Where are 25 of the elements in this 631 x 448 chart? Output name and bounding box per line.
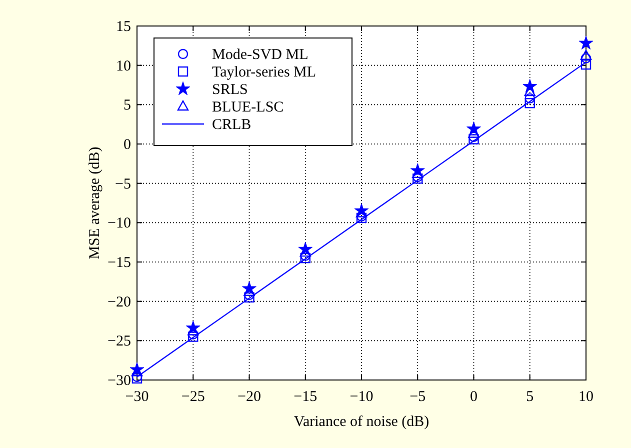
x-tick-label: −5 [410, 389, 426, 405]
legend-label: SRLS [212, 82, 248, 98]
y-tick-label: 15 [116, 19, 131, 35]
x-tick-label: −15 [294, 389, 318, 405]
x-tick-label: −20 [238, 389, 261, 405]
x-tick-label: −10 [350, 389, 374, 405]
y-tick-label: −20 [108, 294, 131, 310]
x-tick-label: 10 [578, 389, 594, 405]
legend-label: BLUE-LSC [212, 100, 284, 116]
x-tick-label: 0 [470, 389, 478, 405]
legend-label: Mode-SVD ML [212, 47, 308, 63]
y-tick-label: −30 [108, 373, 131, 389]
legend-label: Taylor-series ML [212, 64, 316, 80]
y-tick-label: −10 [108, 216, 131, 232]
y-tick-label: 10 [116, 58, 131, 74]
y-tick-label: 5 [124, 98, 131, 114]
legend-label: CRLB [212, 117, 252, 133]
y-tick-label: −25 [108, 334, 131, 350]
x-tick-label: −25 [181, 389, 205, 405]
y-tick-label: 0 [124, 137, 131, 153]
y-axis-title: MSE average (dB) [87, 146, 103, 260]
y-tick-label: −15 [108, 255, 131, 271]
x-axis-title: Variance of noise (dB) [294, 414, 430, 430]
y-tick-label: −5 [115, 176, 131, 192]
x-tick-label: 5 [526, 389, 534, 405]
